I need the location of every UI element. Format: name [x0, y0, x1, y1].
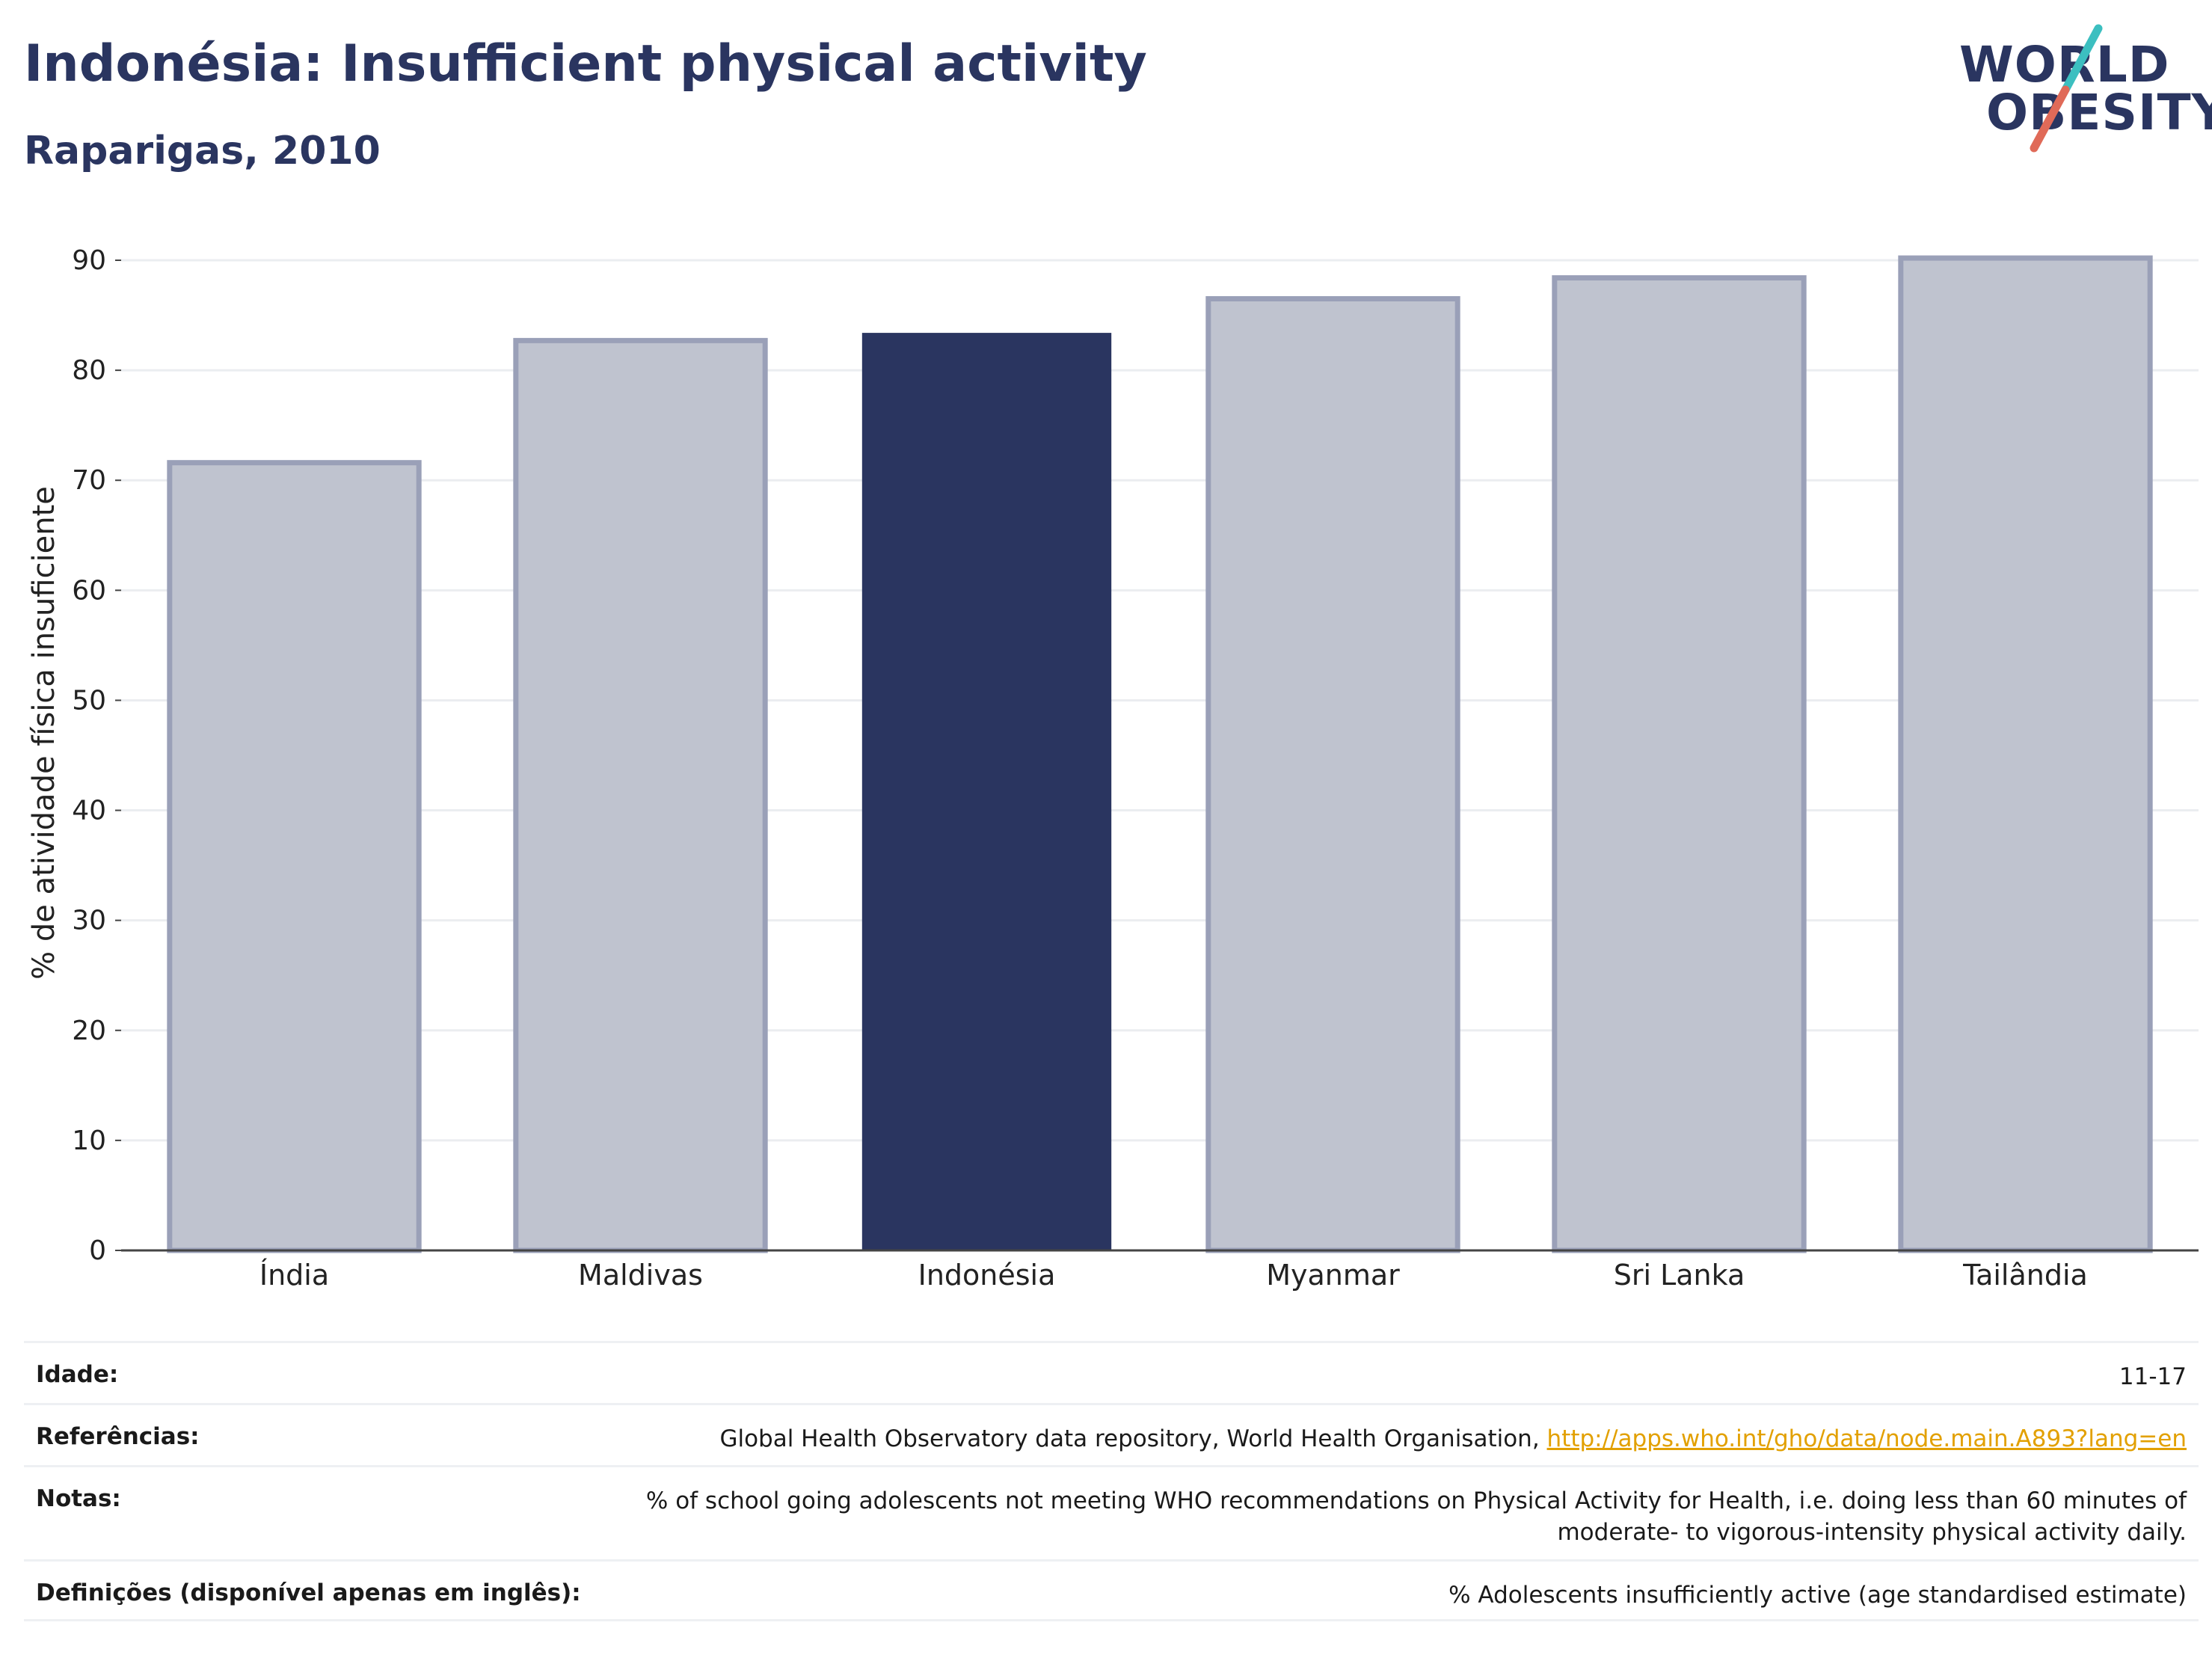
notes-line-1: % of school going adolescents not meetin…	[645, 1487, 2187, 1514]
page-subtitle: Raparigas, 2010	[24, 129, 381, 174]
logo-slash-coral	[2030, 85, 2070, 153]
bar-Tailândia[interactable]	[1898, 255, 2153, 1253]
bar-Índia[interactable]	[167, 460, 422, 1253]
y-tick-label: 60	[72, 575, 106, 606]
y-axis-title: % de atividade física insuficiente	[27, 486, 61, 980]
info-row-definitions: Definições (disponível apenas em inglês)…	[24, 1559, 2199, 1621]
x-tick-label: Índia	[259, 1259, 329, 1292]
y-tick-label: 70	[72, 465, 106, 496]
y-tick-labels: 0 10 20 30 40 50 60 70 80 90	[72, 245, 121, 1266]
references-value: Global Health Observatory data repositor…	[719, 1423, 2187, 1455]
age-label: Idade:	[36, 1361, 119, 1388]
references-label: Referências:	[36, 1423, 200, 1450]
info-row-age: Idade: 11-17	[24, 1341, 2199, 1403]
x-tick-label: Maldivas	[578, 1259, 703, 1292]
y-tick-label: 40	[72, 796, 106, 826]
info-row-references: Referências: Global Health Observatory d…	[24, 1403, 2199, 1465]
definitions-value: % Adolescents insufficiently active (age…	[1448, 1582, 2187, 1609]
x-tick-label: Myanmar	[1266, 1259, 1400, 1292]
gridlines	[121, 259, 2199, 1142]
info-table: Idade: 11-17 Referências: Global Health …	[24, 1341, 2199, 1621]
world-obesity-logo[interactable]: WORLD OBESITY	[1944, 22, 2212, 157]
y-tick-label: 10	[72, 1126, 106, 1156]
references-link[interactable]: http://apps.who.int/gho/data/node.main.A…	[1546, 1425, 2187, 1452]
bar-Indonésia[interactable]	[861, 333, 1112, 1251]
logo-text-obesity: OBESITY	[1986, 84, 2212, 141]
x-tick-labels: Índia Maldivas Indonésia Myanmar Sri Lanka Ta…	[259, 1259, 2088, 1292]
logo-slash-icon	[2030, 24, 2103, 153]
bar-Sri Lanka[interactable]	[1552, 275, 1807, 1253]
references-text: Global Health Observatory data repositor…	[719, 1425, 1540, 1452]
page-title: Indonésia: Insufficient physical activit…	[24, 34, 1147, 93]
x-tick-label: Tailândia	[1962, 1259, 2088, 1292]
y-tick-label: 50	[72, 685, 106, 716]
bars	[167, 255, 2153, 1253]
logo-slash-teal	[2061, 24, 2103, 94]
bar-Myanmar[interactable]	[1205, 295, 1460, 1253]
info-row-notes: Notas: % of school going adolescents not…	[24, 1465, 2199, 1559]
notes-value: % of school going adolescents not meetin…	[646, 1485, 2187, 1548]
age-value: 11-17	[2119, 1363, 2187, 1390]
y-tick-label: 80	[72, 355, 106, 386]
y-tick-label: 20	[72, 1016, 106, 1046]
y-tick-label: 90	[72, 245, 106, 276]
x-tick-label: Sri Lanka	[1614, 1259, 1745, 1292]
y-tick-label: 0	[89, 1235, 106, 1266]
notes-line-2: moderate- to vigorous-intensity physical…	[1557, 1519, 2187, 1546]
y-tick-label: 30	[72, 906, 106, 936]
bar-Maldivas[interactable]	[513, 337, 768, 1253]
definitions-label: Definições (disponível apenas em inglês)…	[36, 1579, 581, 1606]
x-tick-label: Indonésia	[918, 1259, 1056, 1292]
bar-chart: 0 10 20 30 40 50 60 70 80 90 Índia Maldivas Indonés…	[27, 245, 2199, 1292]
notes-label: Notas:	[36, 1485, 121, 1512]
